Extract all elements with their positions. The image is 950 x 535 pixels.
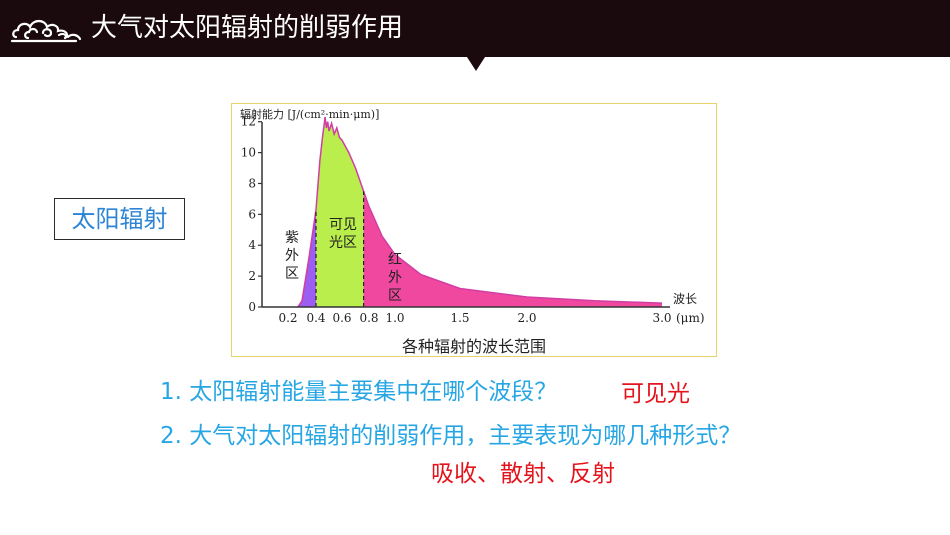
y-tick-label: 4 — [248, 238, 256, 252]
y-axis-label: 辐射能力 [J/(cm²·min·μm)] — [240, 107, 379, 121]
uv-region-area — [297, 209, 316, 307]
visible-region-area — [316, 117, 364, 307]
x-tick-label: 1.5 — [450, 311, 469, 325]
region-label: 红 — [388, 252, 402, 268]
title-pointer — [467, 57, 485, 71]
region-label: 外 — [388, 270, 402, 286]
region-label: 外 — [285, 248, 299, 264]
x-tick-label: 0.2 — [278, 311, 297, 325]
y-tick-label: 8 — [248, 176, 256, 190]
x-axis-unit: (μm) — [676, 311, 705, 325]
answer-2: 吸收、散射、反射 — [431, 461, 615, 487]
spectrum-figure: 0 2 4 6 8 10 12 0.2 0.4 0.6 0.8 1.0 1.5 2.0 3.0 辐射能力 … — [231, 103, 717, 357]
x-tick-label: 0.6 — [332, 311, 351, 325]
cloud-logo-icon — [10, 19, 82, 43]
infrared-region-area — [363, 191, 662, 307]
chart-caption: 各种辐射的波长范围 — [402, 337, 546, 356]
y-tick-label: 2 — [248, 269, 256, 283]
x-tick-label: 2.0 — [517, 311, 536, 325]
x-tick-label: 0.8 — [359, 311, 378, 325]
answer-1: 可见光 — [621, 381, 690, 407]
region-label: 区 — [285, 266, 299, 282]
y-tick-label: 12 — [241, 115, 256, 129]
y-tick-label: 6 — [248, 207, 256, 221]
y-tick-label: 10 — [241, 146, 256, 160]
x-axis-label: 波长 — [673, 292, 697, 306]
region-label: 光区 — [329, 235, 357, 251]
x-tick-label: 3.0 — [652, 311, 671, 325]
solar-radiation-label: 太阳辐射 — [54, 198, 185, 240]
question-2: 2. 大气对太阳辐射的削弱作用，主要表现为哪几种形式？ — [160, 423, 742, 449]
title-bar: 大气对太阳辐射的削弱作用 — [0, 0, 950, 57]
page-title: 大气对太阳辐射的削弱作用 — [91, 13, 404, 43]
x-tick-label: 1.0 — [385, 311, 404, 325]
question-1: 1. 太阳辐射能量主要集中在哪个波段？ — [160, 379, 558, 405]
spectrum-curve — [297, 117, 663, 308]
spectrum-chart: 0 2 4 6 8 10 12 0.2 0.4 0.6 0.8 1.0 1.5 2.0 3.0 辐射能力 … — [240, 107, 705, 356]
x-tick-label: 0.4 — [306, 311, 325, 325]
y-tick-label: 0 — [248, 300, 256, 314]
region-label: 可见 — [329, 217, 357, 233]
region-label: 区 — [388, 288, 402, 304]
region-label: 紫 — [285, 230, 299, 246]
